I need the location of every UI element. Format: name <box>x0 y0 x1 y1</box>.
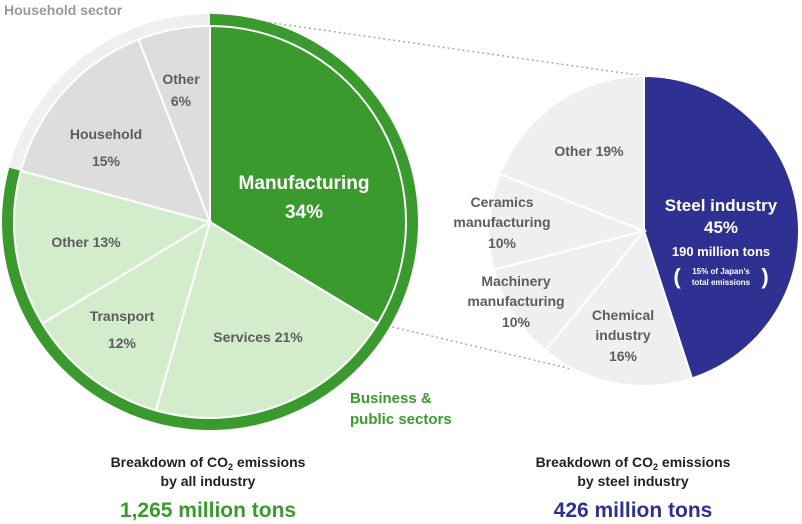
caption-left-line1: Breakdown of CO2 emissions <box>111 454 306 472</box>
note-steel-line2: total emissions <box>692 278 751 287</box>
steel-slice-ceramics-3 <box>487 172 648 271</box>
value-other-household: 6% <box>171 93 192 109</box>
value-transport: 12% <box>108 335 137 351</box>
industry-pie <box>9 14 407 419</box>
value-household: 15% <box>92 153 121 169</box>
label-ceramics-line2: manufacturing <box>453 214 550 230</box>
label-other-household: Other <box>162 71 200 87</box>
household-sector-ring <box>9 14 211 171</box>
value-steel: 45% <box>704 218 738 237</box>
steel-slice-chemical-1 <box>543 228 694 387</box>
caption-right-line2: by steel industry <box>577 473 688 489</box>
connector-line-top <box>209 13 645 77</box>
note-paren-right: ) <box>761 264 768 289</box>
value-ceramics: 10% <box>488 235 517 251</box>
label-transport: Transport <box>90 308 155 324</box>
label-machinery-line2: manufacturing <box>467 293 564 309</box>
steel-slice-steel-industry-0 <box>643 74 800 380</box>
business-sector-label-line1: Business & <box>350 390 432 407</box>
note-steel-line1: 15% of Japan’s <box>692 267 750 276</box>
slice-other-5 <box>137 24 211 223</box>
slice-manufacturing-0 <box>209 24 407 325</box>
label-steel: Steel industry <box>665 196 778 215</box>
label-other-steel: Other 19% <box>554 143 624 159</box>
label-chemical-line1: Chemical <box>592 307 654 323</box>
label-machinery-line1: Machinery <box>481 273 550 289</box>
total-left: 1,265 million tons <box>120 499 296 522</box>
label-chemical-line2: industry <box>595 327 650 343</box>
label-services: Services 21% <box>213 329 303 345</box>
value-machinery: 10% <box>502 314 531 330</box>
value-manufacturing: 34% <box>285 202 323 223</box>
slice-household-4 <box>19 38 212 224</box>
connector-line-bottom <box>377 322 645 387</box>
slice-services-21-1 <box>154 220 380 419</box>
steel-slice-other-19-4 <box>498 74 645 233</box>
total-right: 426 million tons <box>554 499 713 522</box>
caption-left-line2: by all industry <box>161 473 256 489</box>
label-manufacturing: Manufacturing <box>239 173 370 194</box>
value-chemical: 16% <box>609 348 638 364</box>
slice-transport-2 <box>40 219 212 412</box>
caption-right-line1: Breakdown of CO2 emissions <box>536 454 731 472</box>
label-household: Household <box>70 126 142 142</box>
label-other-business: Other 13% <box>51 234 121 250</box>
detail-steel: 190 million tons <box>672 244 770 259</box>
note-paren-left: ( <box>673 264 681 289</box>
business-sector-label-line2: public sectors <box>350 411 452 428</box>
household-sector-label: Household sector <box>4 2 123 18</box>
steel-pie <box>487 74 800 387</box>
label-ceramics-line1: Ceramics <box>470 194 533 210</box>
